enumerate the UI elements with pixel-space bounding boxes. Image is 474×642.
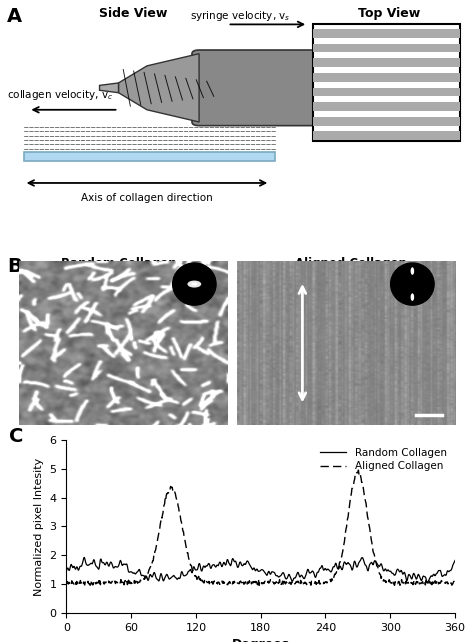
Bar <box>313 87 460 96</box>
Text: B: B <box>7 257 22 276</box>
Bar <box>313 44 460 53</box>
Ellipse shape <box>410 293 414 301</box>
Text: syringe velocity, v$_s$: syringe velocity, v$_s$ <box>190 9 290 23</box>
Aligned Collagen <box>281 582 286 590</box>
Aligned Collagen <box>418 580 423 587</box>
FancyBboxPatch shape <box>358 50 386 126</box>
Bar <box>313 132 460 141</box>
Ellipse shape <box>391 263 434 305</box>
Bar <box>313 29 460 38</box>
Ellipse shape <box>191 282 197 286</box>
Legend: Random Collagen, Aligned Collagen: Random Collagen, Aligned Collagen <box>317 445 450 474</box>
Bar <box>313 73 460 82</box>
Text: Top View: Top View <box>357 7 420 21</box>
Polygon shape <box>100 83 118 92</box>
Text: Side View: Side View <box>99 7 167 21</box>
Aligned Collagen <box>452 579 458 587</box>
Y-axis label: Normalized pixel Intesity: Normalized pixel Intesity <box>34 457 44 596</box>
FancyBboxPatch shape <box>192 50 372 126</box>
Random Collagen <box>255 567 261 575</box>
X-axis label: Degrees: Degrees <box>232 638 290 642</box>
Random Collagen <box>425 579 430 587</box>
Aligned Collagen <box>331 573 337 580</box>
Aligned Collagen <box>64 578 69 586</box>
Ellipse shape <box>173 263 216 305</box>
Bar <box>313 102 460 111</box>
Bar <box>313 58 460 67</box>
Text: C: C <box>9 427 24 446</box>
Polygon shape <box>118 54 199 122</box>
Random Collagen <box>149 573 155 581</box>
Text: Axis of collagen direction: Axis of collagen direction <box>81 193 213 203</box>
Aligned Collagen <box>356 466 361 474</box>
Random Collagen <box>452 557 458 564</box>
Text: Random Collagen: Random Collagen <box>61 257 176 270</box>
Bar <box>313 24 460 141</box>
Random Collagen <box>64 567 69 575</box>
Line: Random Collagen: Random Collagen <box>66 557 455 583</box>
Aligned Collagen <box>293 578 299 586</box>
Text: collagen velocity, v$_c$: collagen velocity, v$_c$ <box>7 88 113 102</box>
Line: Aligned Collagen: Aligned Collagen <box>66 470 455 586</box>
Ellipse shape <box>410 267 414 275</box>
Text: A: A <box>7 7 22 26</box>
Random Collagen <box>417 574 423 582</box>
Bar <box>24 152 275 161</box>
Aligned Collagen <box>165 489 171 497</box>
Text: Aligned Collagen: Aligned Collagen <box>295 257 407 270</box>
Aligned Collagen <box>255 581 260 589</box>
Random Collagen <box>166 575 172 582</box>
Ellipse shape <box>187 281 201 288</box>
Random Collagen <box>82 553 87 561</box>
Random Collagen <box>331 563 337 571</box>
Bar <box>313 117 460 126</box>
Random Collagen <box>293 573 299 581</box>
Aligned Collagen <box>149 562 155 570</box>
